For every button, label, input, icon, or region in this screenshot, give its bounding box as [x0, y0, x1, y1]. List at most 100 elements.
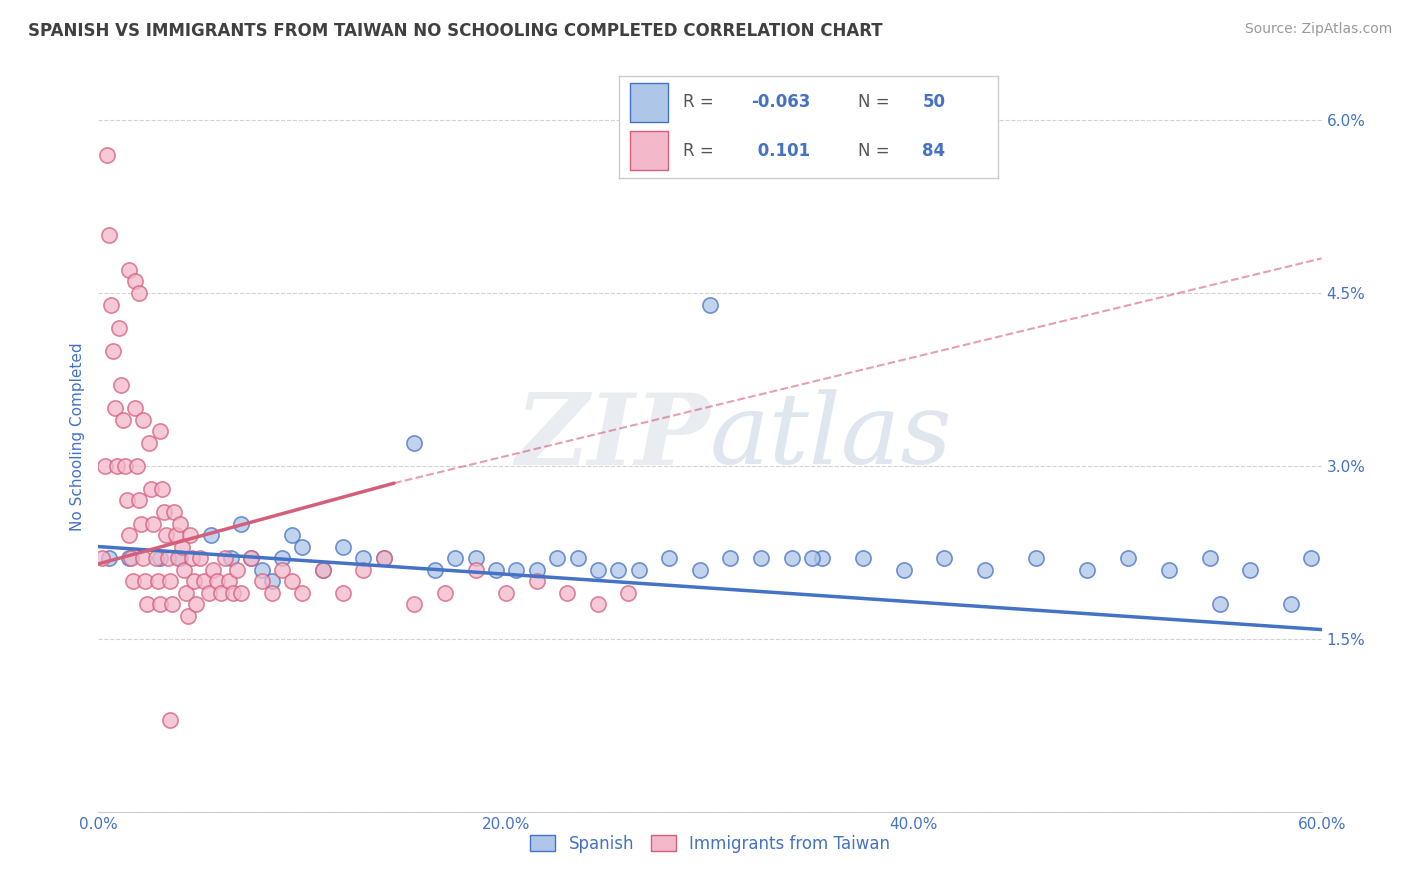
Point — [373, 551, 395, 566]
Point — [118, 551, 141, 566]
Point — [169, 516, 191, 531]
Point — [114, 458, 136, 473]
Point — [193, 574, 215, 589]
Point — [97, 228, 120, 243]
Text: R =: R = — [683, 94, 720, 112]
Point — [291, 540, 314, 554]
Point — [312, 563, 335, 577]
Point — [138, 435, 160, 450]
Point — [136, 597, 159, 611]
Point — [169, 551, 191, 566]
FancyBboxPatch shape — [630, 131, 668, 170]
Point — [205, 574, 228, 589]
Point — [128, 285, 150, 300]
Point — [404, 435, 426, 450]
Point — [464, 563, 486, 577]
Point — [177, 608, 200, 623]
Point — [291, 585, 314, 599]
Text: 84: 84 — [922, 142, 945, 160]
Point — [352, 551, 374, 566]
Point — [159, 713, 181, 727]
Point — [1198, 551, 1220, 566]
Point — [332, 540, 354, 554]
Point — [1239, 563, 1261, 577]
Point — [174, 585, 197, 599]
Point — [222, 585, 245, 599]
Point — [134, 574, 156, 589]
Point — [281, 574, 304, 589]
Point — [91, 551, 114, 566]
Point — [160, 597, 183, 611]
Point — [141, 482, 163, 496]
Point — [167, 551, 190, 566]
Point — [617, 585, 640, 599]
Point — [434, 585, 457, 599]
Point — [586, 597, 609, 611]
Point — [100, 297, 122, 311]
Point — [155, 528, 177, 542]
Point — [122, 574, 145, 589]
Point — [149, 597, 172, 611]
Point — [150, 482, 173, 496]
Point — [607, 563, 630, 577]
Point — [689, 563, 711, 577]
Point — [811, 551, 834, 566]
Point — [183, 574, 205, 589]
Point — [186, 597, 208, 611]
Point — [718, 551, 742, 566]
Point — [209, 585, 232, 599]
Text: SPANISH VS IMMIGRANTS FROM TAIWAN NO SCHOOLING COMPLETED CORRELATION CHART: SPANISH VS IMMIGRANTS FROM TAIWAN NO SCH… — [28, 22, 883, 40]
Point — [555, 585, 579, 599]
Point — [974, 563, 997, 577]
Point — [145, 551, 167, 566]
Point — [214, 551, 236, 566]
Point — [546, 551, 568, 566]
Point — [749, 551, 772, 566]
Point — [163, 505, 186, 519]
Point — [165, 528, 187, 542]
Point — [404, 597, 426, 611]
Point — [181, 551, 204, 566]
Point — [120, 551, 142, 566]
Point — [526, 574, 548, 589]
Point — [627, 563, 650, 577]
Point — [128, 493, 150, 508]
Point — [231, 585, 253, 599]
Point — [250, 563, 273, 577]
Point — [281, 528, 304, 542]
Point — [260, 574, 283, 589]
Point — [1076, 563, 1098, 577]
Point — [801, 551, 824, 566]
Point — [104, 401, 127, 416]
Text: N =: N = — [858, 142, 894, 160]
Point — [240, 551, 263, 566]
Text: ZIP: ZIP — [515, 389, 710, 485]
Y-axis label: No Schooling Completed: No Schooling Completed — [69, 343, 84, 532]
Point — [124, 401, 146, 416]
Point — [127, 458, 149, 473]
Point — [179, 528, 201, 542]
Point — [1025, 551, 1047, 566]
Point — [250, 574, 273, 589]
Point — [218, 574, 240, 589]
Point — [464, 551, 486, 566]
Point — [226, 563, 249, 577]
Point — [219, 551, 242, 566]
Point — [312, 563, 335, 577]
Point — [200, 528, 222, 542]
Legend: Spanish, Immigrants from Taiwan: Spanish, Immigrants from Taiwan — [523, 829, 897, 860]
Point — [129, 516, 152, 531]
Point — [270, 551, 294, 566]
Point — [201, 563, 224, 577]
Point — [526, 563, 548, 577]
Point — [146, 574, 169, 589]
Point — [352, 563, 374, 577]
Point — [108, 320, 131, 334]
Point — [231, 516, 253, 531]
Point — [142, 516, 165, 531]
Point — [170, 540, 193, 554]
Point — [699, 297, 721, 311]
FancyBboxPatch shape — [630, 83, 668, 122]
Point — [240, 551, 263, 566]
Point — [495, 585, 517, 599]
